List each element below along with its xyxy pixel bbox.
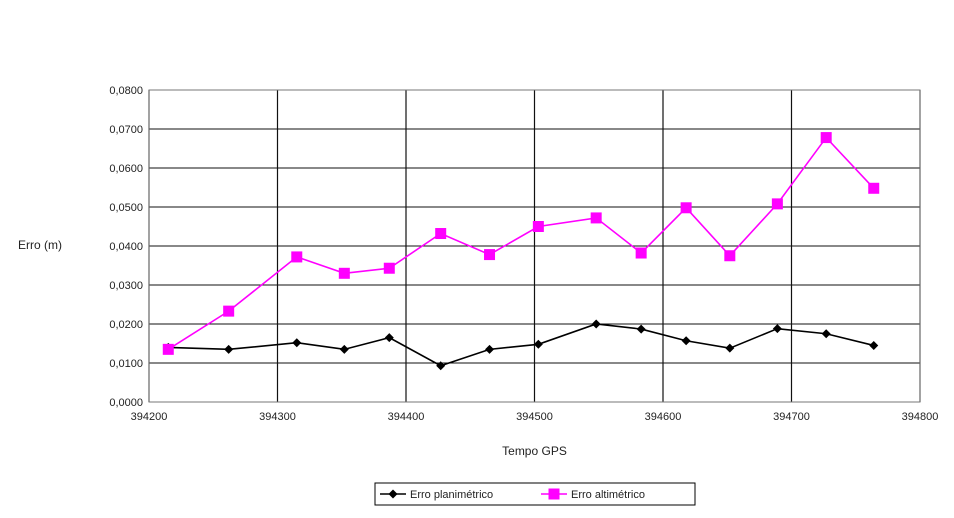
data-point	[868, 182, 880, 194]
legend-marker	[548, 488, 560, 500]
x-axis-title: Tempo GPS	[502, 444, 567, 458]
data-point	[681, 336, 691, 346]
series	[162, 132, 880, 371]
data-point	[725, 343, 735, 353]
data-point	[591, 319, 601, 329]
y-tick-label: 0,0500	[109, 202, 143, 214]
x-tick-label: 394700	[773, 411, 810, 423]
series-2	[162, 132, 880, 355]
data-point	[162, 343, 174, 355]
y-tick-label: 0,0400	[109, 241, 143, 253]
legend-item: Erro altimétrico	[541, 488, 645, 501]
data-point	[772, 324, 782, 334]
y-tick-label: 0,0600	[109, 163, 143, 175]
data-point	[869, 340, 879, 350]
series-line	[168, 323, 874, 367]
x-tick-label: 394400	[388, 411, 425, 423]
legend-item: Erro planimétrico	[380, 489, 493, 501]
x-axis-ticks: 394200 394300 394400 394500 394600 394700 3948…	[131, 411, 939, 423]
data-point	[532, 221, 544, 232]
plot-area	[148, 89, 921, 403]
data-point	[680, 202, 692, 214]
data-point	[339, 344, 349, 354]
data-point	[436, 361, 446, 371]
data-point	[635, 247, 647, 259]
data-point	[636, 324, 646, 334]
data-point	[821, 329, 831, 339]
data-point	[485, 344, 495, 354]
legend-label: Erro altimétrico	[571, 489, 645, 501]
data-point	[435, 228, 447, 240]
y-tick-label: 0,0700	[109, 124, 143, 136]
x-tick-label: 394600	[645, 411, 682, 423]
y-tick-label: 0,0300	[109, 280, 143, 292]
legend-items: Erro planimétrico Erro altimétrico	[380, 488, 645, 501]
series-line	[167, 136, 875, 351]
legend-label: Erro planimétrico	[410, 489, 493, 501]
x-tick-label: 394200	[131, 411, 168, 423]
data-point	[224, 344, 234, 354]
data-point	[383, 262, 395, 274]
grid	[148, 89, 921, 403]
y-axis-title: Erro (m)	[18, 238, 62, 252]
data-point	[724, 250, 736, 262]
data-point	[484, 249, 496, 261]
data-point	[291, 251, 303, 263]
data-point	[292, 338, 302, 348]
x-tick-label: 394800	[902, 411, 939, 423]
data-point	[533, 339, 543, 349]
data-point	[820, 132, 832, 144]
x-tick-label: 394500	[516, 411, 553, 423]
data-point	[771, 198, 783, 210]
data-point	[384, 333, 394, 343]
series-1	[163, 319, 879, 371]
y-axis-ticks: 0,0000 0,0100 0,0200 0,0300 0,0400 0,0500 0,06…	[109, 85, 143, 409]
legend: Erro planimétrico Erro altimétrico	[374, 482, 696, 506]
data-point	[590, 212, 602, 224]
y-tick-label: 0,0200	[109, 319, 143, 331]
y-tick-label: 0,0000	[109, 397, 143, 409]
data-point	[223, 305, 235, 317]
legend-box	[374, 482, 696, 506]
y-tick-label: 0,0800	[109, 85, 143, 97]
data-point	[338, 267, 350, 279]
y-tick-label: 0,0100	[109, 358, 143, 370]
legend-marker	[388, 489, 398, 499]
x-tick-label: 394300	[259, 411, 296, 423]
